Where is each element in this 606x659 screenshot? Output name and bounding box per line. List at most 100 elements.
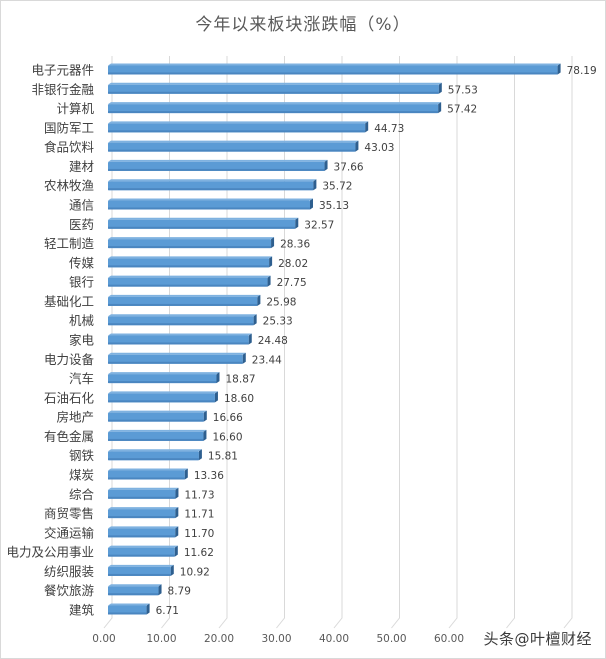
category-label: 建筑	[69, 603, 95, 618]
bar	[108, 564, 174, 576]
x-axis-tick-labels: 0.00 10.00 20.00 30.00 40.00 50.00 60.00	[92, 633, 464, 645]
value-label: 11.73	[184, 489, 214, 501]
bar	[108, 275, 271, 287]
category-label: 综合	[69, 487, 95, 502]
value-label: 44.73	[374, 123, 404, 135]
value-label: 8.79	[168, 586, 191, 598]
chart-title: 今年以来板块涨跌幅（%）	[195, 15, 411, 35]
category-label: 轻工制造	[44, 236, 95, 251]
category-label: 煤炭	[69, 468, 94, 483]
bar	[108, 237, 275, 249]
category-label: 电力设备	[44, 352, 95, 367]
value-label: 11.62	[184, 547, 214, 559]
bar	[108, 159, 328, 171]
category-label: 传媒	[69, 255, 95, 270]
x-tick-label: 10.00	[146, 633, 176, 645]
gridline	[563, 56, 573, 629]
category-label: 餐饮旅游	[44, 583, 95, 598]
bar	[108, 410, 207, 422]
category-label: 交通运输	[44, 525, 95, 540]
category-label: 电力及公用事业	[6, 545, 94, 560]
value-label: 13.36	[194, 470, 224, 482]
gridline	[276, 56, 285, 629]
value-label: 57.53	[448, 84, 478, 96]
gridline	[506, 56, 515, 629]
category-label: 基础化工	[44, 294, 94, 309]
value-label: 10.92	[180, 566, 210, 578]
category-label: 石油石化	[44, 390, 95, 405]
gridline	[391, 56, 400, 629]
bar	[108, 603, 150, 615]
bar	[108, 584, 162, 596]
bar	[108, 352, 246, 364]
value-label: 35.72	[322, 181, 352, 193]
bar	[108, 429, 207, 441]
x-tick-label: 30.00	[261, 633, 291, 645]
bar	[108, 294, 261, 306]
value-label: 27.75	[277, 277, 307, 289]
bar	[108, 372, 220, 384]
category-label: 计算机	[56, 101, 94, 116]
value-label: 28.36	[280, 239, 310, 251]
category-label: 有色金属	[44, 429, 94, 444]
category-axis-labels: 电子元器件非银行金融计算机国防军工食品饮料建材农林牧渔通信医药轻工制造传媒银行基…	[6, 63, 94, 618]
category-label: 汽车	[69, 371, 94, 386]
bar	[108, 179, 317, 191]
value-label: 43.03	[364, 142, 394, 154]
bar	[108, 526, 179, 538]
value-label: 32.57	[304, 219, 334, 231]
category-label: 商贸零售	[44, 506, 94, 521]
value-label: 28.02	[278, 258, 308, 270]
value-label: 15.81	[208, 451, 238, 463]
value-label: 25.33	[263, 316, 293, 328]
value-label: 78.19	[567, 65, 597, 77]
bar	[108, 449, 202, 461]
bar	[108, 468, 188, 480]
category-label: 纺织服装	[44, 564, 94, 579]
bar	[108, 391, 218, 403]
gridlines	[103, 56, 573, 629]
value-label: 24.48	[258, 335, 288, 347]
value-label: 6.71	[156, 605, 179, 617]
x-tick-label: 50.00	[376, 633, 406, 645]
category-label: 建材	[69, 159, 94, 174]
watermark-text: 头条@叶檀财经	[483, 630, 592, 648]
category-label: 钢铁	[69, 448, 95, 463]
value-label: 18.87	[226, 374, 256, 386]
value-label: 11.71	[184, 509, 214, 521]
bar	[108, 314, 257, 326]
gridline	[448, 56, 458, 629]
bar	[108, 102, 442, 114]
value-label: 18.60	[224, 393, 254, 405]
bar	[108, 217, 299, 229]
bar	[108, 507, 179, 519]
bar	[108, 256, 273, 268]
category-label: 家电	[69, 333, 95, 348]
category-label: 国防军工	[44, 120, 94, 135]
bar	[108, 63, 561, 75]
bar	[108, 487, 179, 499]
value-label: 11.70	[184, 528, 214, 540]
value-label: 57.42	[447, 104, 477, 116]
gridline	[333, 56, 343, 629]
bar	[108, 82, 442, 94]
value-label: 16.60	[212, 431, 242, 443]
value-label: 23.44	[252, 354, 282, 366]
value-label: 37.66	[334, 161, 364, 173]
category-label: 电子元器件	[31, 63, 94, 78]
bar	[108, 545, 178, 557]
category-label: 银行	[69, 275, 94, 290]
value-label: 25.98	[266, 296, 296, 308]
bar	[108, 333, 252, 345]
bar	[108, 140, 359, 152]
category-label: 医药	[69, 217, 94, 232]
bar	[108, 198, 313, 210]
value-label: 35.13	[319, 200, 349, 212]
x-tick-label: 60.00	[434, 633, 464, 645]
bar	[108, 121, 369, 133]
bars-group	[108, 63, 561, 615]
category-label: 非银行金融	[31, 82, 94, 97]
x-tick-label: 0.00	[92, 633, 115, 645]
